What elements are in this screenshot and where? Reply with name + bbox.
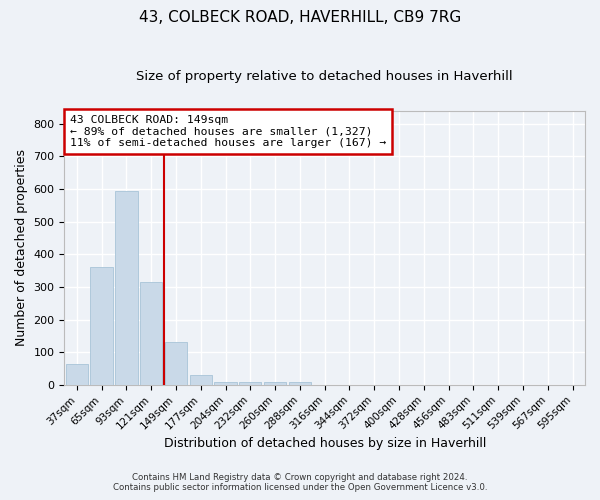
Text: 43, COLBECK ROAD, HAVERHILL, CB9 7RG: 43, COLBECK ROAD, HAVERHILL, CB9 7RG [139, 10, 461, 25]
X-axis label: Distribution of detached houses by size in Haverhill: Distribution of detached houses by size … [164, 437, 486, 450]
Text: 43 COLBECK ROAD: 149sqm
← 89% of detached houses are smaller (1,327)
11% of semi: 43 COLBECK ROAD: 149sqm ← 89% of detache… [70, 114, 386, 148]
Bar [165, 342, 187, 385]
Text: Contains HM Land Registry data © Crown copyright and database right 2024.
Contai: Contains HM Land Registry data © Crown c… [113, 473, 487, 492]
Bar [264, 382, 286, 385]
Title: Size of property relative to detached houses in Haverhill: Size of property relative to detached ho… [136, 70, 513, 83]
Bar [140, 282, 163, 385]
Bar [190, 375, 212, 385]
Bar [214, 382, 236, 385]
Bar [65, 364, 88, 385]
Bar [91, 268, 113, 385]
Bar [289, 382, 311, 385]
Bar [239, 382, 262, 385]
Y-axis label: Number of detached properties: Number of detached properties [15, 149, 28, 346]
Bar [115, 190, 137, 385]
